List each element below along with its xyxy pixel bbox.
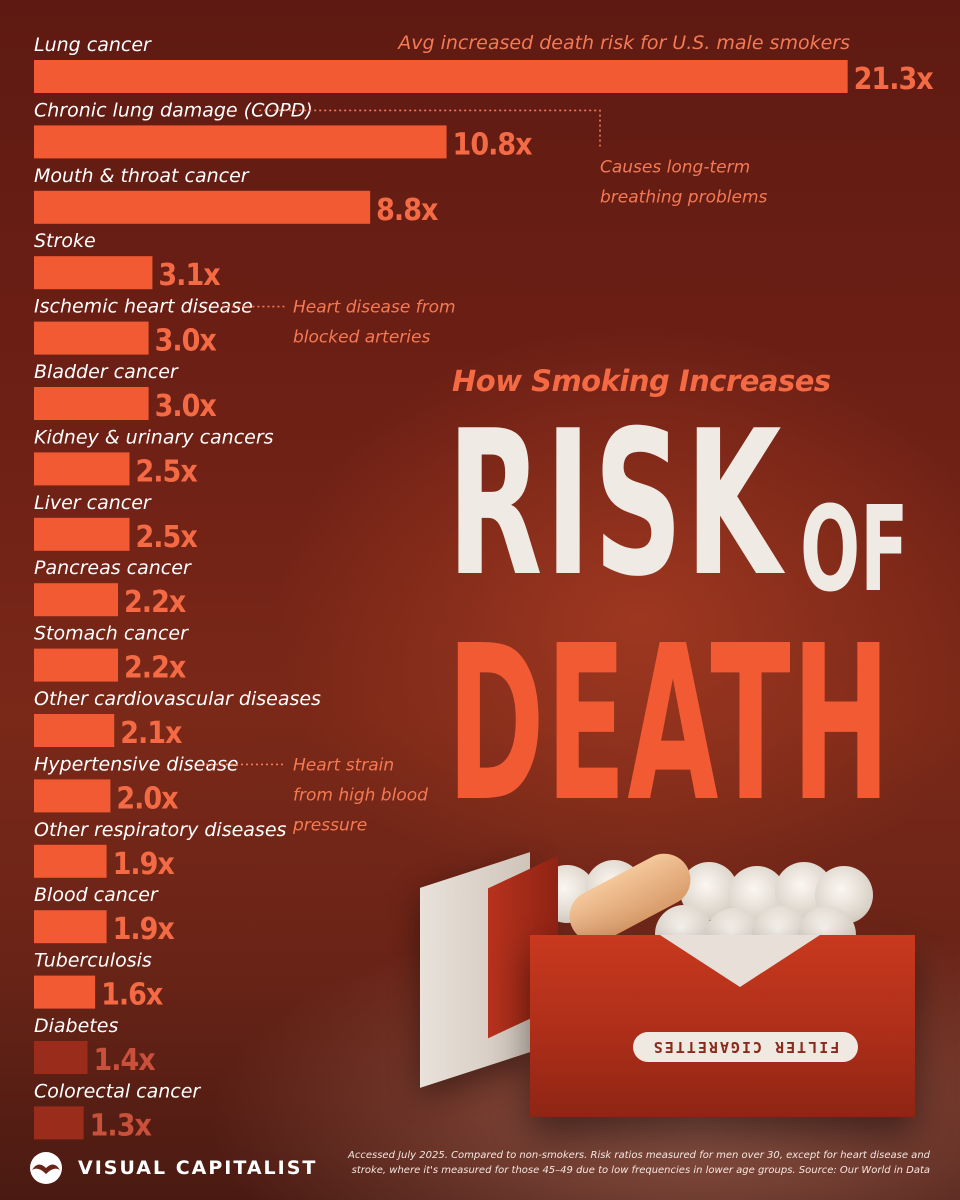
brand-name: VISUAL CAPITALIST [78,1157,318,1179]
value-label: 2.2x [124,585,186,620]
value-label: 3.0x [155,389,217,424]
pack-label: FILTER CIGARETTES [633,1032,858,1062]
category-label: Diabetes [34,1015,118,1037]
category-label: Ischemic heart disease [34,296,253,318]
category-label: Liver cancer [34,492,152,514]
chart-title-risk: RISK [447,388,784,621]
value-label: 10.8x [453,127,533,162]
value-label: 1.9x [113,912,175,947]
value-label: 2.5x [136,454,198,489]
category-label: Blood cancer [34,884,159,906]
value-label: 2.5x [136,520,198,555]
category-label: Other respiratory diseases [34,819,287,841]
value-label: 3.0x [155,324,217,359]
annotation-text: blocked arteries [293,328,430,348]
bar [34,975,96,1009]
annotation-leader-line [259,109,601,147]
category-label: Lung cancer [34,34,152,56]
category-label: Kidney & urinary cancers [34,426,274,448]
value-label: 2.1x [120,716,182,751]
bar [34,190,371,224]
bar [34,648,119,682]
value-label: 2.0x [116,781,178,816]
bar [34,452,130,486]
category-label: Bladder cancer [34,361,179,383]
series-label: Avg increased death risk for U.S. male s… [396,32,850,54]
bar [34,1041,88,1074]
category-label: Chronic lung damage (COPD) [34,99,313,121]
value-label: 2.2x [124,651,186,686]
bar [34,517,130,551]
bar [34,125,447,159]
annotation-text: Heart disease from [293,298,456,318]
bar [34,714,115,747]
value-label: 8.8x [376,193,438,228]
annotation-text: Causes long-term [600,157,750,177]
annotation-text: from high blood [293,785,428,805]
chart-title-death: DEATH [447,600,892,849]
value-label: 1.6x [101,978,163,1013]
bar [34,910,107,944]
visual-capitalist-logo-icon [30,1152,62,1184]
chart-subtitle: How Smoking Increases [452,364,831,398]
annotation-text: Heart strain [293,755,394,775]
bar [34,387,149,420]
bar [34,779,111,813]
category-label: Colorectal cancer [34,1080,201,1102]
category-label: Stroke [34,230,96,252]
category-label: Tuberculosis [34,950,152,972]
category-label: Pancreas cancer [34,557,192,579]
bar [34,583,119,617]
bar [34,1106,84,1140]
category-label: Hypertensive disease [34,753,239,775]
chart-title-of: OF [800,480,909,618]
value-label: 1.4x [93,1043,155,1078]
category-label: Stomach cancer [34,623,189,645]
value-label: 1.3x [90,1108,152,1143]
annotation-text: breathing problems [600,187,768,207]
value-label: 21.3x [854,62,934,97]
pack-v-cutout [660,935,820,987]
bar [34,321,149,355]
annotation-text: pressure [292,815,367,835]
source-note: Accessed July 2025. Compared to non-smok… [348,1150,930,1176]
value-label: 1.9x [113,847,175,882]
category-label: Other cardiovascular diseases [34,688,321,710]
value-label: 3.1x [158,258,220,293]
bar [34,256,153,290]
bar [34,844,107,878]
bar [34,60,848,93]
category-label: Mouth & throat cancer [34,165,250,187]
